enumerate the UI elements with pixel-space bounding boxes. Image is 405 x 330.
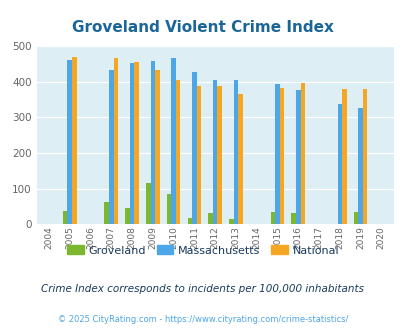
Bar [134,62,139,224]
Bar [295,90,300,224]
Bar [341,89,346,224]
Text: Crime Index corresponds to incidents per 100,000 inhabitants: Crime Index corresponds to incidents per… [41,284,364,294]
Bar [337,104,341,224]
Text: Groveland Violent Crime Index: Groveland Violent Crime Index [72,20,333,35]
Bar [104,202,109,224]
Legend: Groveland, Massachusetts, National: Groveland, Massachusetts, National [62,241,343,260]
Bar [187,218,192,224]
Bar [353,212,358,224]
Bar [358,108,362,224]
Bar [63,211,67,224]
Bar [238,94,242,224]
Bar [279,88,283,224]
Bar [291,213,295,224]
Bar [192,72,196,224]
Bar [217,86,222,224]
Bar [175,80,180,224]
Bar [150,61,155,224]
Bar [270,212,275,224]
Text: © 2025 CityRating.com - https://www.cityrating.com/crime-statistics/: © 2025 CityRating.com - https://www.city… [58,315,347,324]
Bar [130,63,134,224]
Bar [300,83,305,224]
Bar [67,60,72,224]
Bar [113,58,118,224]
Bar [208,213,212,224]
Bar [109,70,113,224]
Bar [196,86,201,224]
Bar [72,57,77,224]
Bar [125,208,130,224]
Bar [155,70,159,224]
Bar [146,183,150,224]
Bar [275,83,279,224]
Bar [166,194,171,224]
Bar [171,58,175,224]
Bar [233,80,238,224]
Bar [228,219,233,224]
Bar [212,80,217,224]
Bar [362,89,367,224]
